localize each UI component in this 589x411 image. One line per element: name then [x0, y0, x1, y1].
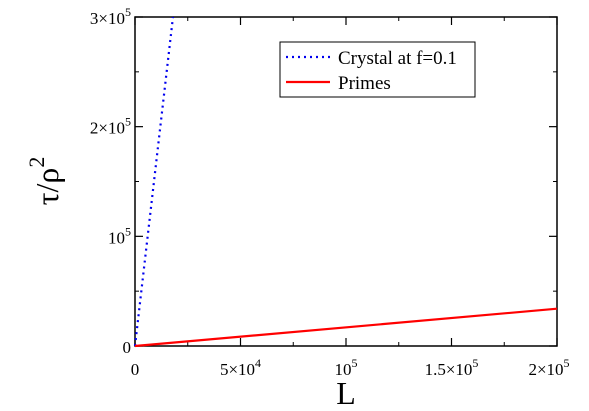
series-layer — [133, 16, 558, 348]
y-axis-label-group: τ/ρ2 — [24, 157, 65, 206]
x-tick-label: 2×105 — [528, 356, 569, 379]
y-axis-label-exponent: 2 — [24, 157, 49, 168]
y-tick-label: 0 — [123, 338, 132, 357]
y-tick-label: 3×105 — [90, 5, 131, 28]
legend-label-crystal: Crystal at f=0.1 — [338, 48, 457, 69]
x-tick-label: 105 — [335, 356, 358, 379]
series-line-primes — [134, 307, 558, 348]
y-tick-label: 105 — [108, 224, 131, 247]
legend-label-primes: Primes — [338, 73, 391, 94]
svg-text:τ/ρ2: τ/ρ2 — [24, 157, 65, 206]
axis-ticks — [134, 16, 558, 347]
x-tick-label: 0 — [131, 360, 140, 379]
tick-labels: 0 5×104 105 1.5×105 2×105 0 105 2×105 3×105 — [90, 5, 570, 379]
x-tick-label: 5×104 — [220, 356, 261, 379]
series-line-crystal — [133, 16, 175, 347]
y-axis-label: τ/ρ — [29, 168, 65, 206]
x-tick-label: 1.5×105 — [425, 356, 479, 379]
x-axis-label: L — [336, 375, 356, 411]
y-tick-label: 2×105 — [90, 115, 131, 138]
legend-box — [279, 41, 476, 98]
legend: Crystal at f=0.1 Primes — [279, 41, 476, 98]
